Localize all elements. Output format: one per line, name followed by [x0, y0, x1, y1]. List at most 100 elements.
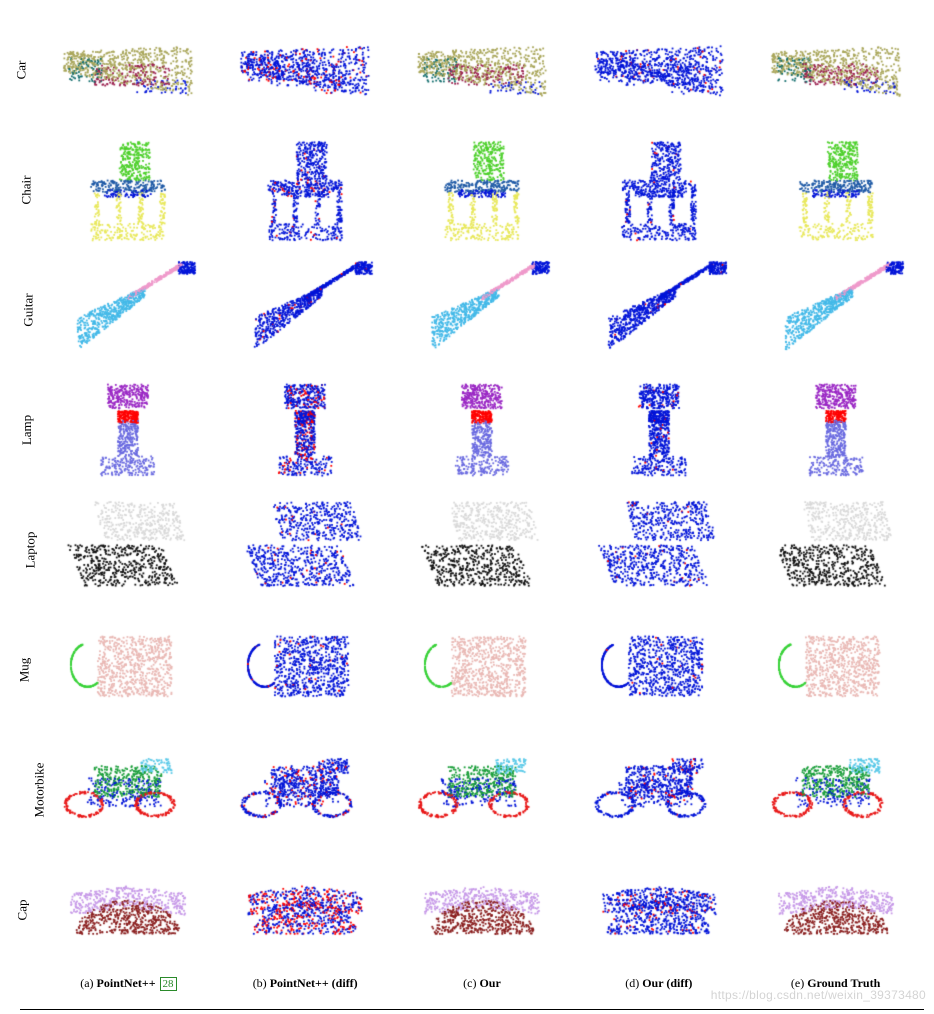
figure-row-guitar: Guitar — [40, 250, 924, 370]
row-label: Lamp — [19, 415, 35, 445]
pointcloud-cell — [398, 250, 566, 370]
row-label: Car — [13, 61, 29, 80]
pointcloud-canvas — [752, 730, 920, 850]
pointcloud-cell — [221, 370, 389, 490]
pointcloud-cell — [398, 490, 566, 610]
pointcloud-canvas — [44, 730, 212, 850]
figure-row-motorbike: Motorbike — [40, 730, 924, 850]
column-method: PointNet++ (diff) — [270, 976, 358, 990]
pointcloud-cell — [575, 490, 743, 610]
pointcloud-canvas — [398, 730, 566, 850]
column-prefix: (c) — [463, 976, 479, 990]
pointcloud-canvas — [398, 10, 566, 130]
pointcloud-cell — [221, 250, 389, 370]
figure-row-chair: Chair — [40, 130, 924, 250]
pointcloud-cell — [221, 130, 389, 250]
pointcloud-canvas — [44, 10, 212, 130]
pointcloud-cell — [44, 610, 212, 730]
pointcloud-cell — [398, 610, 566, 730]
pointcloud-canvas — [575, 850, 743, 970]
pointcloud-canvas — [44, 850, 212, 970]
figure-row-car: Car — [40, 10, 924, 130]
pointcloud-canvas — [398, 130, 566, 250]
pointcloud-cell — [44, 850, 212, 970]
column-method: PointNet++ — [97, 976, 156, 990]
pointcloud-canvas — [44, 130, 212, 250]
pointcloud-cell — [221, 10, 389, 130]
pointcloud-cell — [44, 130, 212, 250]
pointcloud-canvas — [575, 250, 743, 370]
pointcloud-cell — [575, 370, 743, 490]
figure-row-cap: Cap — [40, 850, 924, 970]
pointcloud-canvas — [575, 10, 743, 130]
column-label: (b) PointNet++ (diff) — [221, 976, 389, 991]
pointcloud-cell — [752, 10, 920, 130]
pointcloud-cell — [752, 490, 920, 610]
pointcloud-cell — [752, 850, 920, 970]
figure-row-laptop: Laptop — [40, 490, 924, 610]
pointcloud-canvas — [398, 850, 566, 970]
citation-badge: 28 — [160, 977, 177, 991]
pointcloud-cell — [575, 10, 743, 130]
pointcloud-canvas — [752, 850, 920, 970]
pointcloud-canvas — [752, 490, 920, 610]
pointcloud-canvas — [221, 730, 389, 850]
pointcloud-cell — [221, 490, 389, 610]
pointcloud-cell — [44, 10, 212, 130]
pointcloud-canvas — [575, 370, 743, 490]
bottom-rule — [20, 1009, 924, 1010]
pointcloud-canvas — [575, 490, 743, 610]
row-label: Cap — [14, 900, 30, 921]
pointcloud-canvas — [44, 610, 212, 730]
column-prefix: (a) — [80, 976, 96, 990]
pointcloud-cell — [575, 610, 743, 730]
segmentation-comparison-figure: CarChairGuitarLampLaptopMugMotorbikeCap … — [40, 10, 924, 990]
pointcloud-canvas — [44, 490, 212, 610]
pointcloud-canvas — [221, 370, 389, 490]
pointcloud-canvas — [221, 250, 389, 370]
column-method: Our — [479, 976, 500, 990]
figure-row-lamp: Lamp — [40, 370, 924, 490]
column-label: (c) Our — [398, 976, 566, 991]
pointcloud-cell — [221, 730, 389, 850]
pointcloud-cell — [575, 130, 743, 250]
pointcloud-cell — [221, 610, 389, 730]
pointcloud-canvas — [752, 130, 920, 250]
pointcloud-canvas — [752, 250, 920, 370]
pointcloud-canvas — [221, 130, 389, 250]
pointcloud-canvas — [398, 490, 566, 610]
pointcloud-cell — [752, 130, 920, 250]
figure-rows: CarChairGuitarLampLaptopMugMotorbikeCap — [40, 10, 924, 970]
pointcloud-cell — [44, 250, 212, 370]
pointcloud-canvas — [221, 610, 389, 730]
pointcloud-cell — [752, 250, 920, 370]
pointcloud-canvas — [752, 610, 920, 730]
pointcloud-cell — [44, 370, 212, 490]
row-label: Chair — [18, 176, 34, 205]
pointcloud-cell — [44, 730, 212, 850]
pointcloud-cell — [752, 610, 920, 730]
pointcloud-canvas — [575, 610, 743, 730]
figure-row-mug: Mug — [40, 610, 924, 730]
pointcloud-cell — [398, 370, 566, 490]
pointcloud-cell — [398, 850, 566, 970]
pointcloud-canvas — [221, 10, 389, 130]
pointcloud-cell — [575, 730, 743, 850]
row-label: Guitar — [21, 293, 37, 326]
pointcloud-canvas — [44, 250, 212, 370]
pointcloud-cell — [398, 10, 566, 130]
column-prefix: (b) — [253, 976, 270, 990]
pointcloud-cell — [398, 130, 566, 250]
pointcloud-canvas — [752, 370, 920, 490]
pointcloud-cell — [398, 730, 566, 850]
pointcloud-canvas — [44, 370, 212, 490]
pointcloud-canvas — [398, 250, 566, 370]
pointcloud-cell — [44, 490, 212, 610]
pointcloud-canvas — [221, 850, 389, 970]
pointcloud-canvas — [398, 370, 566, 490]
pointcloud-cell — [575, 250, 743, 370]
pointcloud-canvas — [575, 730, 743, 850]
row-label: Laptop — [22, 532, 38, 569]
column-prefix: (d) — [625, 976, 642, 990]
pointcloud-canvas — [752, 10, 920, 130]
